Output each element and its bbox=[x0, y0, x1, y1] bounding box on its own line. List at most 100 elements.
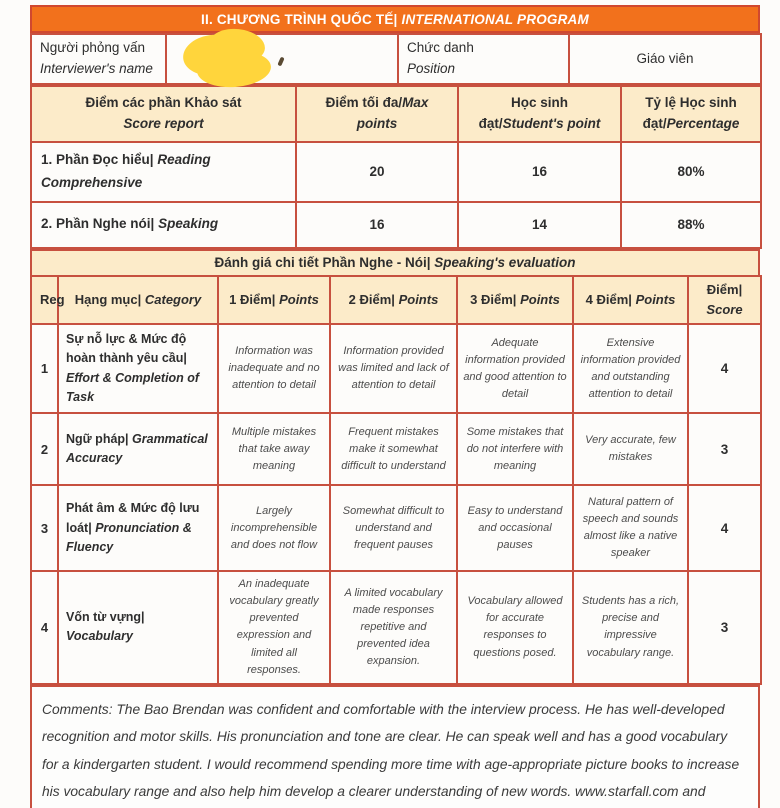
vocabulary-category: Vốn từ vựng| Vocabulary bbox=[57, 570, 219, 685]
pronunciation-4pt-desc: Natural pattern of speech and sounds alm… bbox=[572, 484, 689, 573]
score-report-row-reading: 1. Phần Đọc hiểu| Reading Comprehensive … bbox=[30, 140, 762, 203]
effort-reg: 1 bbox=[30, 322, 59, 415]
speaking-max-points: 16 bbox=[295, 200, 459, 249]
redaction-blob bbox=[180, 31, 244, 79]
grammar-3pt-desc: Some mistakes that do not interfere with… bbox=[456, 412, 574, 487]
rubric-row-grammar: 2 Ngữ pháp| Grammatical Accuracy Multipl… bbox=[30, 412, 762, 487]
pronunciation-reg: 3 bbox=[30, 484, 59, 573]
score-report-row-speaking: 2. Phần Nghe nói| Speaking 16 14 88% bbox=[30, 200, 762, 249]
vocabulary-4pt-desc: Students has a rich, precise and impress… bbox=[572, 570, 689, 685]
score-header-vi: Điểm| bbox=[706, 282, 743, 298]
position-label-vi: Chức danh bbox=[407, 40, 474, 55]
vocabulary-category-vi: Vốn từ vựng| bbox=[66, 610, 145, 625]
interviewer-name-label-en: Interviewer's name bbox=[40, 60, 153, 76]
pronunciation-1pt-desc: Largely incomprehensible and does not fl… bbox=[217, 484, 331, 573]
category-header-vi: Hạng mục| bbox=[74, 292, 142, 308]
category-header: Hạng mục| Category bbox=[57, 274, 219, 325]
score-header: Điểm| Score bbox=[687, 274, 762, 325]
pronunciation-category: Phát âm & Mức độ lưu loát| Pronunciation… bbox=[57, 484, 219, 573]
reading-percentage: 80% bbox=[620, 140, 762, 203]
interviewer-name-value-cell bbox=[165, 26, 399, 90]
vocabulary-reg: 4 bbox=[30, 570, 59, 685]
redaction-scribble bbox=[180, 26, 293, 90]
grammar-category-vi: Ngữ pháp| bbox=[66, 431, 129, 446]
effort-4pt-desc: Extensive information provided and outst… bbox=[572, 322, 689, 415]
evaluation-title-en: Speaking's evaluation bbox=[434, 255, 576, 271]
interviewer-info-table: Người phỏng vấn Interviewer's name Chức … bbox=[30, 26, 762, 90]
reading-max-points: 20 bbox=[295, 140, 459, 203]
speaking-row-label: 2. Phần Nghe nói| Speaking bbox=[30, 200, 297, 249]
points3-header-en: Points bbox=[520, 292, 560, 308]
grammar-category-en: Grammatical Accuracy bbox=[66, 431, 208, 466]
effort-category-en: Effort & Completion of Task bbox=[66, 370, 200, 404]
vocabulary-category-en: Vocabulary bbox=[66, 629, 133, 644]
speaking-percentage: 88% bbox=[620, 200, 762, 249]
points1-header-vi: 1 Điểm| bbox=[229, 292, 276, 308]
interviewer-name-label-vi: Người phỏng vấn bbox=[40, 40, 145, 55]
student-point-header-vi: Học sinh đạt/ bbox=[478, 94, 568, 131]
points2-header-vi: 2 Điểm| bbox=[348, 292, 395, 308]
grammar-4pt-desc: Very accurate, few mistakes bbox=[572, 412, 689, 487]
pen-mark bbox=[277, 56, 285, 67]
rubric-row-pronunciation: 3 Phát âm & Mức độ lưu loát| Pronunciati… bbox=[30, 484, 762, 573]
position-label: Chức danh Position bbox=[397, 33, 570, 85]
pronunciation-2pt-desc: Somewhat difficult to understand and fre… bbox=[329, 484, 458, 573]
speaking-rubric-table: Reg Hạng mục| Category 1 Điểm| Points 2 … bbox=[30, 274, 762, 685]
redaction-blob bbox=[207, 26, 267, 66]
effort-2pt-desc: Information provided was limited and lac… bbox=[329, 322, 458, 415]
rubric-header-row: Reg Hạng mục| Category 1 Điểm| Points 2 … bbox=[30, 274, 762, 325]
reading-student-points: 16 bbox=[457, 140, 622, 203]
vocabulary-score: 3 bbox=[687, 570, 762, 685]
points3-header-vi: 3 Điểm| bbox=[470, 292, 517, 308]
pronunciation-category-vi: Phát âm & Mức độ lưu loát| bbox=[66, 501, 200, 535]
rubric-row-effort: 1 Sự nỗ lực & Mức độ hoàn thành yêu cầu|… bbox=[30, 322, 762, 415]
pronunciation-score: 4 bbox=[687, 484, 762, 573]
vocabulary-1pt-desc: An inadequate vocabulary greatly prevent… bbox=[217, 570, 331, 685]
evaluation-title-vi: Đánh giá chi tiết Phần Nghe - Nói| bbox=[214, 255, 431, 271]
grammar-category: Ngữ pháp| Grammatical Accuracy bbox=[57, 412, 219, 487]
speaking-student-points: 14 bbox=[457, 200, 622, 249]
max-points-header: Điểm tối đa/Max points bbox=[295, 84, 459, 143]
points3-header: 3 Điểm| Points bbox=[456, 274, 574, 325]
effort-category-vi: Sự nỗ lực & Mức độ hoàn thành yêu cầu| bbox=[66, 331, 187, 366]
percentage-header-en: Percentage bbox=[666, 115, 740, 131]
percentage-header: Tỷ lệ Học sinh đạt/Percentage bbox=[620, 84, 762, 143]
position-label-en: Position bbox=[407, 60, 456, 76]
points1-header-en: Points bbox=[279, 292, 319, 308]
interviewer-name-label: Người phỏng vấn Interviewer's name bbox=[30, 33, 167, 85]
points4-header-vi: 4 Điểm| bbox=[585, 292, 632, 308]
vocabulary-3pt-desc: Vocabulary allowed for accurate response… bbox=[456, 570, 574, 685]
effort-3pt-desc: Adequate information provided and good a… bbox=[456, 322, 574, 415]
score-report-header-vi: Điểm các phần Khảo sát bbox=[85, 94, 242, 110]
effort-1pt-desc: Information was inadequate and no attent… bbox=[217, 322, 331, 415]
assessment-document: II. CHƯƠNG TRÌNH QUỐC TẾ| INTERNATIONAL … bbox=[30, 5, 762, 808]
speaking-label-vi: 2. Phần Nghe nói| bbox=[41, 216, 155, 232]
rubric-row-vocabulary: 4 Vốn từ vựng| Vocabulary An inadequate … bbox=[30, 570, 762, 685]
score-report-header-en: Score report bbox=[123, 115, 204, 131]
category-header-en: Category bbox=[144, 292, 202, 308]
score-report-header-row: Điểm các phần Khảo sát Score report Điểm… bbox=[30, 84, 762, 143]
grammar-1pt-desc: Multiple mistakes that take away meaning bbox=[217, 412, 331, 487]
percentage-header-vi: Tỷ lệ Học sinh đạt/ bbox=[642, 94, 737, 131]
section-title-en: INTERNATIONAL PROGRAM bbox=[401, 11, 589, 27]
comments-block: Comments: The Bao Brendan was confident … bbox=[30, 684, 760, 808]
evaluation-section-title: Đánh giá chi tiết Phần Nghe - Nói| Speak… bbox=[30, 248, 760, 275]
reading-label-vi: 1. Phần Đọc hiểu| bbox=[41, 151, 154, 167]
position-value: Giáo viên bbox=[568, 33, 762, 85]
pronunciation-category-en: Pronunciation & Fluency bbox=[66, 520, 192, 555]
pronunciation-3pt-desc: Easy to understand and occasional pauses bbox=[456, 484, 574, 573]
grammar-reg: 2 bbox=[30, 412, 59, 487]
score-report-header: Điểm các phần Khảo sát Score report bbox=[30, 84, 297, 143]
effort-score: 4 bbox=[687, 322, 762, 415]
student-point-header-en: Student's point bbox=[502, 115, 601, 131]
score-header-en: Score bbox=[706, 301, 743, 317]
points1-header: 1 Điểm| Points bbox=[217, 274, 331, 325]
grammar-score: 3 bbox=[687, 412, 762, 487]
reading-row-label: 1. Phần Đọc hiểu| Reading Comprehensive bbox=[30, 140, 297, 203]
points2-header-en: Points bbox=[398, 292, 439, 308]
vocabulary-2pt-desc: A limited vocabulary made responses repe… bbox=[329, 570, 458, 685]
effort-category: Sự nỗ lực & Mức độ hoàn thành yêu cầu| E… bbox=[57, 322, 219, 415]
points2-header: 2 Điểm| Points bbox=[329, 274, 458, 325]
student-point-header: Học sinh đạt/Student's point bbox=[457, 84, 622, 143]
